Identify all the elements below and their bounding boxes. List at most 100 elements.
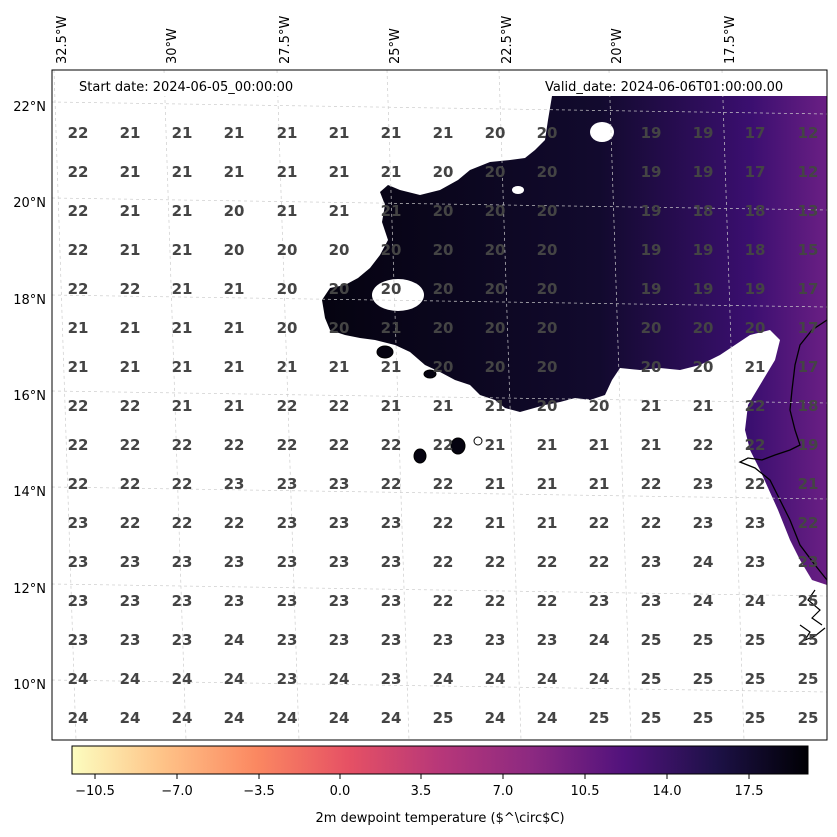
grid-value: 23 <box>329 514 350 532</box>
longitude-label: 27.5°W <box>278 16 293 64</box>
grid-value: 22 <box>120 436 141 454</box>
grid-value: 25 <box>745 709 766 727</box>
grid-value: 20 <box>485 358 506 376</box>
island-4 <box>450 437 466 455</box>
grid-value: 20 <box>277 280 298 298</box>
grid-value: 21 <box>172 163 193 181</box>
grid-value: 20 <box>485 280 506 298</box>
grid-value: 21 <box>537 514 558 532</box>
grid-value: 23 <box>277 631 298 649</box>
grid-value: 22 <box>433 475 454 493</box>
grid-value: 20 <box>381 280 402 298</box>
grid-value: 20 <box>537 241 558 259</box>
grid-value: 23 <box>68 553 89 571</box>
grid-value: 21 <box>277 163 298 181</box>
grid-value: 21 <box>120 124 141 142</box>
grid-value: 24 <box>329 670 350 688</box>
grid-value: 21 <box>381 202 402 220</box>
grid-value: 22 <box>120 397 141 415</box>
grid-value: 23 <box>381 592 402 610</box>
grid-value: 12 <box>798 124 819 142</box>
colorbar-tick-label: 17.5 <box>735 784 764 799</box>
colorbar-tick-label: −3.5 <box>243 784 275 799</box>
grid-value: 23 <box>68 514 89 532</box>
island-5 <box>473 436 483 446</box>
grid-value: 17 <box>798 319 819 337</box>
grid-value: 22 <box>172 475 193 493</box>
grid-value: 21 <box>68 319 89 337</box>
grid-value: 23 <box>433 631 454 649</box>
grid-value: 23 <box>277 592 298 610</box>
longitude-label: 25°W <box>388 28 403 64</box>
grid-value: 22 <box>172 436 193 454</box>
grid-value: 25 <box>693 631 714 649</box>
grid-value: 21 <box>120 163 141 181</box>
grid-value: 20 <box>589 397 610 415</box>
grid-value: 20 <box>433 202 454 220</box>
grid-value: 23 <box>277 670 298 688</box>
grid-value: 20 <box>693 358 714 376</box>
grid-value: 24 <box>120 670 141 688</box>
grid-value: 23 <box>537 631 558 649</box>
grid-value: 21 <box>433 397 454 415</box>
grid-value: 21 <box>381 163 402 181</box>
grid-value: 23 <box>693 475 714 493</box>
grid-value: 21 <box>641 397 662 415</box>
grid-value: 25 <box>693 670 714 688</box>
colorbar-label: 2m dewpoint temperature ($^\circ$C) <box>315 811 564 826</box>
grid-value: 22 <box>381 436 402 454</box>
grid-value: 20 <box>537 124 558 142</box>
grid-value: 20 <box>485 124 506 142</box>
grid-value: 22 <box>329 436 350 454</box>
grid-value: 22 <box>224 436 245 454</box>
grid-value: 21 <box>172 319 193 337</box>
grid-value: 24 <box>433 670 454 688</box>
grid-value: 23 <box>641 553 662 571</box>
grid-value: 21 <box>224 124 245 142</box>
grid-value: 21 <box>172 202 193 220</box>
high-dewpoint-region <box>322 96 827 585</box>
grid-value: 25 <box>433 709 454 727</box>
grid-value: 23 <box>172 592 193 610</box>
grid-value: 23 <box>381 670 402 688</box>
latitude-label: 22°N <box>13 100 46 115</box>
grid-value: 22 <box>641 514 662 532</box>
grid-value: 23 <box>277 475 298 493</box>
grid-value: 19 <box>693 241 714 259</box>
grid-value: 23 <box>485 631 506 649</box>
grid-value: 19 <box>641 241 662 259</box>
grid-value: 24 <box>589 670 610 688</box>
grid-value: 24 <box>693 592 714 610</box>
grid-value: 25 <box>693 709 714 727</box>
grid-value: 22 <box>68 163 89 181</box>
longitude-label: 17.5°W <box>723 16 738 64</box>
grid-value: 23 <box>329 475 350 493</box>
grid-value: 20 <box>329 319 350 337</box>
grid-value: 20 <box>537 202 558 220</box>
grid-value: 19 <box>693 280 714 298</box>
grid-value: 23 <box>589 592 610 610</box>
latitude-labels: 22°N 20°N 18°N 16°N 14°N 12°N 10°N <box>13 100 46 693</box>
grid-value: 21 <box>329 163 350 181</box>
grid-value: 22 <box>485 592 506 610</box>
grid-value: 21 <box>224 163 245 181</box>
grid-value: 20 <box>433 358 454 376</box>
grid-value: 24 <box>589 631 610 649</box>
grid-value: 21 <box>120 241 141 259</box>
latitude-label: 12°N <box>13 582 46 597</box>
grid-value: 24 <box>68 670 89 688</box>
grid-value: 24 <box>172 670 193 688</box>
grid-value: 22 <box>745 397 766 415</box>
grid-value: 20 <box>329 241 350 259</box>
grid-value: 21 <box>798 475 819 493</box>
valid-date-text: Valid_date: 2024-06-06T01:00:00.00 <box>545 80 783 95</box>
grid-value: 22 <box>68 436 89 454</box>
grid-value: 21 <box>172 241 193 259</box>
grid-value: 20 <box>485 202 506 220</box>
grid-value: 18 <box>798 397 819 415</box>
grid-value: 17 <box>745 124 766 142</box>
grid-value: 24 <box>485 670 506 688</box>
grid-value: 21 <box>120 319 141 337</box>
grid-value: 21 <box>485 475 506 493</box>
grid-value: 22 <box>120 514 141 532</box>
